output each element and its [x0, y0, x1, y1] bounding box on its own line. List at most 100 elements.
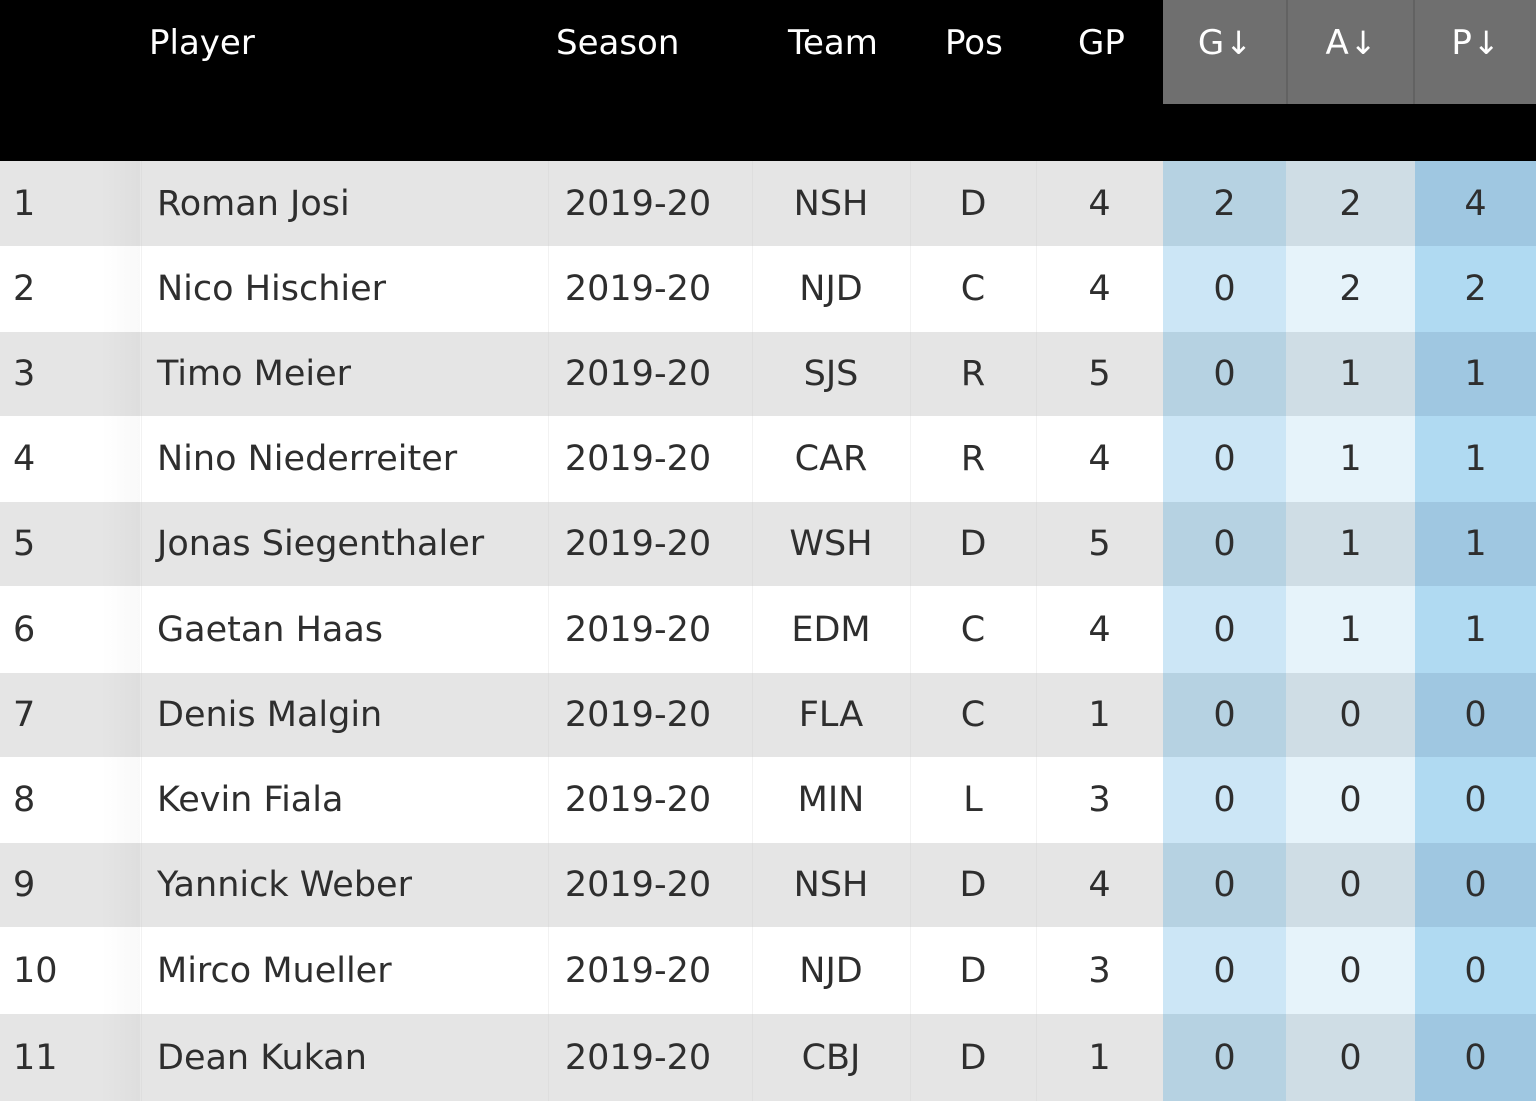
table-row[interactable]: 4 Nino Niederreiter 2019-20 CAR R 4 0 1 1: [0, 416, 1536, 502]
column-header-player[interactable]: Player: [149, 0, 255, 86]
cell-season: 2019-20: [548, 246, 728, 332]
column-divider: [752, 416, 753, 502]
cell-player-value: Dean Kukan: [157, 1037, 367, 1078]
column-divider: [1036, 161, 1037, 246]
cell-rank: 4: [0, 416, 140, 502]
column-divider: [1036, 586, 1037, 673]
cell-pos-value: R: [960, 354, 986, 394]
cell-assists-value: 0: [1339, 1037, 1362, 1078]
cell-rank: 6: [0, 586, 140, 673]
cell-gp-value: 1: [1088, 695, 1111, 735]
cell-player: Mirco Mueller: [141, 927, 547, 1014]
table-row[interactable]: 7 Denis Malgin 2019-20 FLA C 1 0 0 0: [0, 673, 1536, 757]
cell-pos: D: [910, 161, 1036, 246]
cell-assists: 0: [1286, 673, 1415, 757]
cell-team-value: CAR: [794, 439, 868, 479]
table-row[interactable]: 10 Mirco Mueller 2019-20 NJD D 3 0 0 0: [0, 927, 1536, 1014]
column-header-team[interactable]: Team: [788, 0, 878, 86]
column-header-gp-label: GP: [1078, 23, 1125, 63]
cell-pos-value: C: [960, 609, 986, 650]
column-divider: [548, 416, 549, 502]
cell-gp-value: 4: [1088, 865, 1111, 905]
column-divider: [752, 246, 753, 332]
column-header-pos[interactable]: Pos: [945, 0, 1003, 86]
cell-points: 2: [1415, 246, 1536, 332]
column-header-goals-label: G: [1197, 23, 1225, 63]
table-row[interactable]: 2 Nico Hischier 2019-20 NJD C 4 0 2 2: [0, 246, 1536, 332]
cell-team-value: SJS: [803, 354, 859, 394]
cell-pos-value: C: [960, 695, 986, 735]
cell-assists: 0: [1286, 843, 1415, 927]
column-divider: [141, 332, 142, 416]
cell-points: 0: [1415, 1014, 1536, 1101]
cell-gp-value: 5: [1088, 354, 1111, 394]
table-row[interactable]: 1 Roman Josi 2019-20 NSH D 4 2 2 4: [0, 161, 1536, 246]
cell-assists: 1: [1286, 586, 1415, 673]
cell-gp: 4: [1036, 161, 1163, 246]
table-row[interactable]: 11 Dean Kukan 2019-20 CBJ D 1 0 0 0: [0, 1014, 1536, 1101]
cell-points-value: 2: [1464, 269, 1487, 309]
cell-team: NJD: [752, 927, 910, 1014]
cell-points: 1: [1415, 416, 1536, 502]
cell-gp: 4: [1036, 246, 1163, 332]
cell-goals: 0: [1163, 673, 1286, 757]
rank-shade: [100, 161, 140, 246]
cell-goals-value: 0: [1213, 780, 1236, 820]
cell-rank-value: 1: [13, 183, 36, 224]
column-divider: [548, 757, 549, 843]
cell-player-value: Denis Malgin: [157, 695, 383, 735]
cell-gp: 4: [1036, 416, 1163, 502]
column-header-gp[interactable]: GP: [1078, 0, 1125, 86]
cell-points-value: 4: [1464, 183, 1487, 224]
rank-shade: [100, 843, 140, 927]
cell-player: Kevin Fiala: [141, 757, 547, 843]
column-header-team-label: Team: [788, 23, 878, 63]
column-divider: [141, 1014, 142, 1101]
column-divider: [141, 673, 142, 757]
cell-assists-value: 2: [1339, 183, 1362, 224]
cell-gp-value: 3: [1088, 950, 1111, 991]
cell-player-value: Yannick Weber: [157, 865, 412, 905]
cell-team: FLA: [752, 673, 910, 757]
table-row[interactable]: 6 Gaetan Haas 2019-20 EDM C 4 0 1 1: [0, 586, 1536, 673]
cell-assists-value: 1: [1339, 354, 1362, 394]
table-row[interactable]: 9 Yannick Weber 2019-20 NSH D 4 0 0 0: [0, 843, 1536, 927]
column-header-goals[interactable]: G↓: [1163, 0, 1287, 104]
cell-goals: 0: [1163, 1014, 1286, 1101]
column-divider: [141, 586, 142, 673]
cell-player: Nico Hischier: [141, 246, 547, 332]
rank-shade: [100, 673, 140, 757]
cell-points-value: 1: [1464, 354, 1487, 394]
cell-rank-value: 9: [13, 865, 36, 905]
cell-season-value: 2019-20: [564, 950, 712, 991]
column-divider: [1036, 502, 1037, 586]
cell-goals-value: 0: [1213, 1037, 1236, 1078]
table-row[interactable]: 3 Timo Meier 2019-20 SJS R 5 0 1 1: [0, 332, 1536, 416]
column-header-assists[interactable]: A↓: [1288, 0, 1414, 104]
cell-season-value: 2019-20: [564, 780, 712, 820]
cell-assists: 0: [1286, 927, 1415, 1014]
cell-points: 1: [1415, 332, 1536, 416]
cell-goals: 2: [1163, 161, 1286, 246]
cell-team: CBJ: [752, 1014, 910, 1101]
cell-rank: 9: [0, 843, 140, 927]
cell-assists-value: 0: [1339, 865, 1362, 905]
cell-gp: 5: [1036, 332, 1163, 416]
cell-rank-value: 7: [13, 695, 36, 735]
column-divider: [141, 161, 142, 246]
column-header-season[interactable]: Season: [556, 0, 679, 86]
table-header: Player Season Team Pos GP G↓ A↓ P↓: [0, 0, 1536, 161]
column-divider: [548, 332, 549, 416]
cell-season: 2019-20: [548, 843, 728, 927]
column-header-points[interactable]: P↓: [1415, 0, 1536, 104]
column-divider: [910, 246, 911, 332]
cell-team: WSH: [752, 502, 910, 586]
cell-rank: 10: [0, 927, 140, 1014]
column-divider: [548, 927, 549, 1014]
table-row[interactable]: 8 Kevin Fiala 2019-20 MIN L 3 0 0 0: [0, 757, 1536, 843]
rank-shade: [100, 416, 140, 502]
cell-assists: 0: [1286, 757, 1415, 843]
cell-gp: 4: [1036, 843, 1163, 927]
table-row[interactable]: 5 Jonas Siegenthaler 2019-20 WSH D 5 0 1 1: [0, 502, 1536, 586]
cell-goals-value: 2: [1213, 183, 1236, 224]
